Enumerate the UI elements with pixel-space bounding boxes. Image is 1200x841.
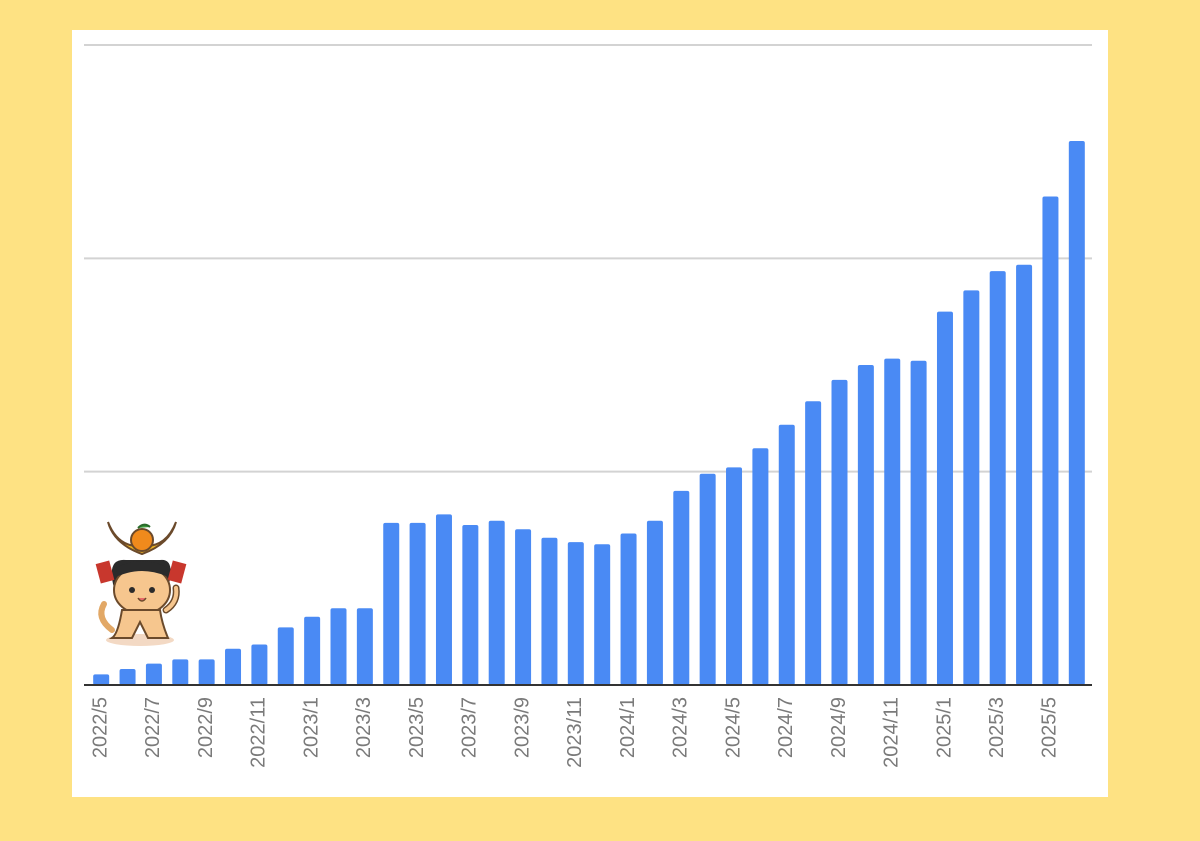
bar bbox=[251, 644, 268, 685]
x-tick-label: 2023/7 bbox=[459, 697, 481, 758]
bar bbox=[567, 542, 584, 685]
bar bbox=[225, 648, 242, 685]
bar bbox=[1042, 196, 1059, 685]
x-tick-label: 2023/11 bbox=[564, 697, 586, 768]
x-tick-label: 2024/11 bbox=[881, 697, 903, 768]
bar bbox=[989, 271, 1006, 685]
bar bbox=[857, 365, 874, 685]
bar bbox=[462, 525, 479, 685]
bar bbox=[1068, 141, 1085, 685]
bar bbox=[383, 522, 400, 685]
bar bbox=[435, 514, 452, 685]
x-tick-label: 2022/7 bbox=[142, 697, 164, 758]
bar bbox=[488, 520, 505, 685]
bar bbox=[963, 290, 980, 685]
bar bbox=[910, 360, 927, 685]
x-tick-label: 2022/5 bbox=[89, 697, 111, 758]
bar bbox=[620, 533, 637, 685]
bar bbox=[646, 520, 663, 685]
x-tick-label: 2022/9 bbox=[195, 697, 217, 758]
x-tick-label: 2024/5 bbox=[722, 697, 744, 758]
bar bbox=[172, 659, 189, 685]
x-tick-label: 2024/3 bbox=[670, 697, 692, 758]
bar bbox=[515, 529, 532, 685]
bar bbox=[752, 448, 769, 685]
x-tick-label: 2024/9 bbox=[828, 697, 850, 758]
bar bbox=[1016, 264, 1033, 685]
bar bbox=[805, 401, 822, 685]
bar bbox=[673, 490, 690, 685]
bar bbox=[726, 467, 743, 685]
bar bbox=[330, 608, 347, 685]
bar bbox=[884, 358, 901, 685]
mascot bbox=[95, 521, 187, 646]
bar bbox=[778, 424, 795, 685]
x-tick-label: 2023/9 bbox=[511, 697, 533, 758]
x-tick-label: 2025/1 bbox=[933, 697, 955, 758]
x-tick-label: 2024/1 bbox=[617, 697, 639, 758]
bar bbox=[409, 522, 426, 685]
bar bbox=[145, 663, 162, 685]
bar bbox=[831, 379, 848, 685]
x-tick-label: 2022/11 bbox=[248, 697, 270, 768]
bar bbox=[541, 537, 558, 685]
x-tick-label: 2025/3 bbox=[986, 697, 1008, 758]
bar bbox=[119, 669, 136, 685]
bar bbox=[277, 627, 294, 685]
bar bbox=[936, 311, 953, 685]
x-tick-label: 2023/3 bbox=[353, 697, 375, 758]
bar bbox=[699, 473, 716, 685]
plot: 2022/5 2022/7 2022/9 2022/11 2023/1 2023/3 202… bbox=[84, 44, 1092, 768]
bar bbox=[594, 544, 611, 685]
bar bbox=[93, 674, 110, 685]
x-tick-label: 2024/7 bbox=[775, 697, 797, 758]
bar bbox=[356, 608, 373, 685]
chart-panel bbox=[72, 30, 1108, 797]
bar bbox=[198, 659, 215, 685]
x-tick-label: 2023/5 bbox=[406, 697, 428, 758]
x-tick-label: 2023/1 bbox=[300, 697, 322, 758]
bar bbox=[304, 616, 321, 685]
x-tick-label: 2025/5 bbox=[1039, 697, 1061, 758]
